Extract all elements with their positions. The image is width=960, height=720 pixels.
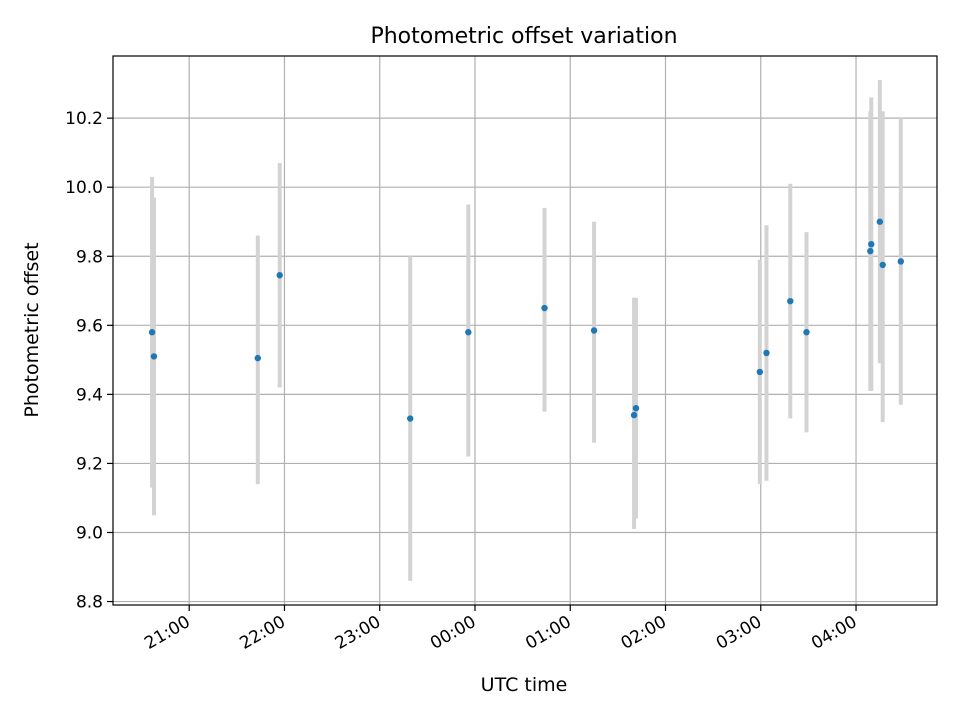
data-point (254, 354, 261, 362)
y-axis-ticks: 8.8 9.0 9.2 9.4 9.6 9.8 10.0 10.2 (65, 109, 113, 613)
data-point (541, 304, 548, 312)
data-point (756, 368, 764, 376)
y-tick-label: 9.8 (76, 247, 103, 267)
grid-lines (113, 56, 937, 605)
data-point (630, 411, 638, 419)
data-point (897, 258, 905, 265)
y-tick-label: 9.6 (76, 316, 103, 336)
x-axis-label: UTC time (481, 674, 568, 696)
data-point (276, 272, 283, 279)
data-point (876, 218, 884, 225)
data-point (879, 261, 886, 269)
data-point (632, 404, 640, 412)
data-point (150, 353, 158, 360)
y-tick-label: 9.4 (76, 385, 103, 405)
y-tick-label: 9.0 (76, 523, 103, 543)
data-point (590, 327, 598, 334)
data-point (148, 329, 156, 336)
data-point (763, 349, 770, 357)
y-tick-label: 9.2 (76, 454, 103, 474)
plot-frame (112, 55, 938, 606)
y-tick-label: 10.2 (65, 109, 103, 129)
data-point (803, 329, 810, 336)
data-point (787, 297, 794, 305)
y-tick-label: 8.8 (76, 593, 103, 613)
y-axis-label: Photometric offset (21, 242, 43, 417)
data-point (868, 240, 875, 248)
data-point (867, 247, 874, 255)
y-tick-label: 10.0 (65, 178, 103, 198)
data-point (465, 329, 472, 336)
data-point (407, 415, 414, 422)
data-points (148, 218, 905, 422)
chart-title: Photometric offset variation (370, 24, 677, 49)
